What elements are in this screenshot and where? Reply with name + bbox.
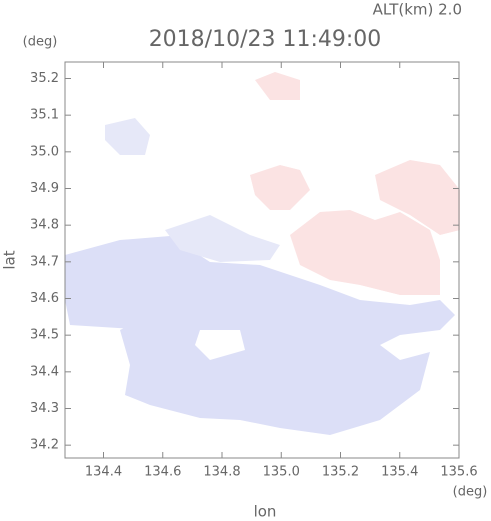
x-tick-label: 135.6 [440, 465, 477, 480]
y-tick-label: 35.2 [30, 71, 59, 86]
y-tick-label: 34.5 [30, 328, 59, 343]
y-tick-label: 34.6 [30, 291, 59, 306]
x-tick-label: 135.4 [381, 465, 418, 480]
x-axis-label: lon [254, 503, 277, 521]
y-tick-label: 34.8 [30, 218, 59, 233]
echo-area [290, 210, 440, 295]
y-tick-label: 35.1 [30, 108, 59, 123]
x-tick-label: 135.2 [322, 465, 359, 480]
x-tick-label: 135.0 [263, 465, 300, 480]
altitude-label: ALT(km) 2.0 [373, 1, 462, 19]
y-unit: (deg) [23, 35, 58, 50]
x-tick-label: 134.8 [203, 465, 240, 480]
x-tick-label: 134.4 [85, 465, 122, 480]
echo-area [250, 165, 310, 210]
echo-area [105, 118, 150, 155]
y-tick-label: 34.7 [30, 254, 59, 269]
chart-title: 2018/10/23 11:49:00 [149, 27, 382, 52]
x-tick-label: 134.6 [144, 465, 181, 480]
echo-area [195, 330, 245, 360]
echo-area [65, 236, 455, 435]
x-unit: (deg) [453, 485, 488, 500]
y-tick-label: 35.0 [30, 144, 59, 159]
y-tick-label: 34.4 [30, 364, 59, 379]
echo-area [165, 215, 280, 262]
echo-field [65, 72, 460, 435]
echo-area [255, 72, 300, 100]
y-tick-label: 34.2 [30, 438, 59, 453]
y-axis-label: lat [1, 250, 19, 269]
echo-area [375, 160, 460, 235]
y-tick-label: 34.9 [30, 181, 59, 196]
plot-frame [64, 61, 460, 459]
y-tick-label: 34.3 [30, 401, 59, 416]
